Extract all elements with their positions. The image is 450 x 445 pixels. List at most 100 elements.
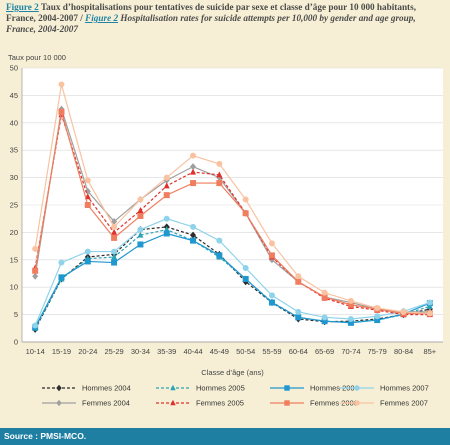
- x-tick-label: 45-49: [210, 347, 229, 356]
- data-point-hommes-2006: [163, 230, 170, 237]
- x-tick-label: 55-59: [262, 347, 281, 356]
- legend-label-femmes-2005: Femmes 2005: [196, 399, 244, 408]
- data-point-femmes-2005: [163, 182, 170, 189]
- x-tick-label: 70-74: [341, 347, 360, 356]
- data-point-femmes-2005: [111, 228, 118, 235]
- figure-title-en: Hospitalisation rates for suicide attemp…: [6, 13, 416, 34]
- data-point-femmes-2007: [58, 81, 65, 88]
- data-point-hommes-2006: [347, 319, 354, 326]
- data-point-femmes-2007: [32, 245, 39, 252]
- data-point-femmes-2007: [163, 174, 170, 181]
- data-point-hommes-2007: [374, 313, 381, 320]
- data-point-hommes-2006: [242, 275, 249, 282]
- data-point-femmes-2006: [216, 180, 223, 187]
- x-tick-label: 20-24: [78, 347, 97, 356]
- data-point-femmes-2007: [426, 310, 433, 317]
- data-point-femmes-2007: [295, 273, 302, 280]
- data-point-hommes-2007: [58, 259, 65, 266]
- figure-tag-en: Figure 2: [85, 13, 119, 23]
- y-axis-title: Taux pour 10 000: [8, 53, 66, 62]
- data-point-femmes-2006: [321, 294, 328, 301]
- legend-label-hommes-2007: Hommes 2007: [380, 384, 429, 393]
- data-point-femmes-2006: [295, 278, 302, 285]
- data-point-femmes-2004: [32, 272, 39, 280]
- data-point-femmes-2005: [137, 206, 144, 213]
- data-point-hommes-2007: [163, 215, 170, 222]
- y-tick-label: 45: [10, 91, 18, 100]
- legend-marker-hommes-2007: [354, 385, 360, 391]
- data-point-femmes-2007: [400, 308, 407, 315]
- y-tick-label: 40: [10, 118, 18, 127]
- data-point-hommes-2007: [426, 299, 433, 306]
- data-point-hommes-2006: [111, 259, 118, 266]
- data-point-hommes-2005: [137, 231, 144, 238]
- data-point-hommes-2007: [347, 315, 354, 322]
- y-tick-label: 25: [10, 201, 18, 210]
- data-point-femmes-2005: [216, 171, 223, 178]
- data-point-femmes-2006: [137, 212, 144, 219]
- data-point-hommes-2006: [190, 237, 197, 244]
- data-point-femmes-2006: [163, 192, 170, 199]
- y-tick-label: 20: [10, 228, 18, 237]
- series-line-hommes-2006: [34, 232, 431, 328]
- data-point-hommes-2006: [295, 314, 302, 321]
- data-point-hommes-2007: [295, 308, 302, 315]
- data-point-femmes-2007: [190, 152, 197, 159]
- legend-marker-hommes-2005: [170, 384, 176, 391]
- series-line-femmes-2006: [34, 111, 430, 315]
- x-tick-label: 80-84: [394, 347, 413, 356]
- legend-label-femmes-2004: Femmes 2004: [82, 399, 130, 408]
- y-tick-label: 10: [10, 283, 18, 292]
- x-tick-label: 65-69: [315, 347, 334, 356]
- data-point-hommes-2004: [190, 231, 197, 239]
- x-tick-label: 75-79: [368, 347, 387, 356]
- y-tick-label: 35: [10, 146, 18, 155]
- legend-label-femmes-2006: Femmes 2006: [310, 399, 358, 408]
- legend-marker-hommes-2006: [284, 385, 290, 391]
- data-point-hommes-2006: [58, 274, 65, 281]
- data-point-femmes-2007: [242, 196, 249, 203]
- y-tick-label: 30: [10, 173, 18, 182]
- data-point-femmes-2006: [84, 202, 91, 208]
- data-point-hommes-2007: [242, 265, 249, 272]
- data-point-femmes-2007: [347, 297, 354, 304]
- data-point-femmes-2006: [58, 108, 65, 115]
- legend-marker-hommes-2004: [56, 384, 62, 392]
- data-point-femmes-2007: [374, 305, 381, 312]
- y-tick-label: 15: [10, 255, 18, 264]
- x-tick-label: 10-14: [26, 347, 45, 356]
- data-point-hommes-2007: [137, 226, 144, 233]
- data-point-hommes-2005: [111, 253, 118, 260]
- data-point-hommes-2007: [216, 237, 223, 244]
- legend-label-femmes-2007: Femmes 2007: [380, 399, 428, 408]
- data-point-hommes-2006: [216, 252, 223, 259]
- data-point-femmes-2007: [137, 196, 144, 203]
- legend-marker-femmes-2006: [284, 400, 290, 406]
- x-tick-label: 30-34: [131, 347, 150, 356]
- data-point-hommes-2007: [190, 223, 197, 230]
- series-line-femmes-2007: [34, 84, 430, 315]
- data-point-femmes-2007: [321, 289, 328, 296]
- y-tick-label: 0: [14, 338, 18, 347]
- source-text: Source : PMSI-MCO.: [4, 431, 87, 441]
- x-tick-label: 50-54: [236, 347, 255, 356]
- data-point-hommes-2006: [137, 241, 144, 248]
- data-point-hommes-2006: [374, 317, 381, 324]
- data-point-femmes-2005: [190, 168, 197, 175]
- data-point-femmes-2006: [268, 252, 275, 259]
- legend-marker-femmes-2007: [354, 400, 360, 406]
- figure-title: Figure 2 Taux d’hospitalisations pour te…: [6, 2, 446, 35]
- x-tick-label: 25-29: [105, 347, 124, 356]
- figure-title-fr: Taux d’hospitalisations pour tentatives …: [6, 2, 416, 23]
- data-point-hommes-2006: [268, 299, 275, 306]
- data-point-femmes-2007: [111, 223, 118, 230]
- x-tick-label: 40-44: [183, 347, 202, 356]
- x-tick-label: 60-64: [289, 347, 308, 356]
- data-point-femmes-2007: [268, 240, 275, 247]
- series-line-femmes-2005: [34, 114, 430, 316]
- data-point-hommes-2006: [84, 258, 91, 265]
- legend-marker-femmes-2004: [56, 399, 62, 407]
- y-tick-label: 5: [14, 310, 18, 319]
- data-point-hommes-2007: [268, 292, 275, 299]
- data-point-hommes-2007: [32, 322, 39, 329]
